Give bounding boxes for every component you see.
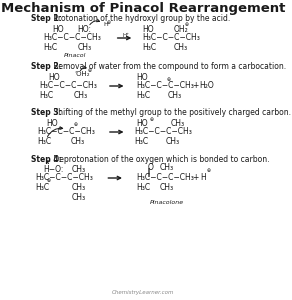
Text: Deprotonation of the oxygen which is bonded to carbon.: Deprotonation of the oxygen which is bon… — [51, 155, 269, 164]
Text: H₃C: H₃C — [137, 91, 151, 100]
Text: H₃C: H₃C — [142, 43, 156, 52]
Text: ⊕: ⊕ — [166, 77, 170, 82]
Text: H₃C−C−C−CH₃: H₃C−C−C−CH₃ — [43, 33, 101, 42]
Text: H₃C: H₃C — [134, 137, 148, 146]
Text: H₃C−C−C−CH₃: H₃C−C−C−CH₃ — [137, 81, 194, 90]
Text: HO: HO — [137, 73, 148, 82]
Text: Protonation of the hydroxyl group by the acid.: Protonation of the hydroxyl group by the… — [51, 14, 230, 23]
Text: H₃C: H₃C — [43, 43, 57, 52]
Text: HO: HO — [53, 25, 64, 34]
Text: +: + — [193, 81, 199, 90]
Text: O: O — [147, 163, 153, 172]
Text: CH₃: CH₃ — [72, 183, 86, 192]
Text: CH₃: CH₃ — [74, 91, 88, 100]
Text: ⊕: ⊕ — [46, 178, 50, 183]
Text: CH₃: CH₃ — [168, 91, 182, 100]
Text: CH₃: CH₃ — [171, 119, 185, 128]
Text: H⁺: H⁺ — [123, 33, 130, 38]
Text: H₃C−C−C−CH₃: H₃C−C−C−CH₃ — [35, 173, 93, 182]
Text: Pinacolone: Pinacolone — [150, 200, 184, 205]
Text: Mechanism of Pinacol Rearrangement: Mechanism of Pinacol Rearrangement — [1, 2, 285, 15]
Text: Step 1:: Step 1: — [31, 14, 61, 23]
Text: CH₃: CH₃ — [72, 193, 86, 202]
Text: HO: HO — [142, 25, 154, 34]
Text: H₃C−C−C−CH₃: H₃C−C−C−CH₃ — [142, 33, 200, 42]
Text: CH₃: CH₃ — [77, 43, 91, 52]
Text: H: H — [103, 22, 108, 27]
Text: +: + — [193, 173, 199, 182]
Text: HO:: HO: — [77, 25, 91, 34]
Text: ⊕: ⊕ — [185, 22, 189, 27]
Text: H−O:: H−O: — [43, 165, 63, 174]
Text: Step 3:: Step 3: — [31, 108, 61, 117]
Text: H: H — [201, 173, 206, 182]
Text: Shifting of the methyl group to the positively charged carbon.: Shifting of the methyl group to the posi… — [51, 108, 291, 117]
Text: CH₃: CH₃ — [72, 165, 86, 174]
Text: H₃C: H₃C — [137, 183, 151, 192]
Text: HO: HO — [137, 119, 148, 128]
Text: ’OH₂: ’OH₂ — [74, 71, 90, 77]
Text: H₃C: H₃C — [35, 183, 49, 192]
Text: CH₃: CH₃ — [71, 137, 85, 146]
Text: CH₃: CH₃ — [160, 163, 174, 172]
Text: CH₃: CH₃ — [160, 183, 174, 192]
Text: H₂O: H₂O — [199, 81, 214, 90]
Text: ChemistryLearner.com: ChemistryLearner.com — [112, 290, 174, 295]
Text: H₃C−C−C−CH₃: H₃C−C−C−CH₃ — [39, 81, 97, 90]
Text: ⊕: ⊕ — [88, 68, 92, 73]
Text: H₃C: H₃C — [39, 91, 53, 100]
Text: ‖: ‖ — [147, 168, 151, 177]
Text: H₃C: H₃C — [37, 137, 51, 146]
Text: ⊕: ⊕ — [207, 168, 211, 173]
Text: ⊕: ⊕ — [150, 117, 154, 122]
Text: H₃C−C−C−CH₃: H₃C−C−C−CH₃ — [134, 127, 192, 136]
Text: OH₂: OH₂ — [173, 25, 188, 34]
Text: ⊕: ⊕ — [74, 122, 78, 127]
Text: H₃C−C−C−CH₃: H₃C−C−C−CH₃ — [137, 173, 194, 182]
Text: HO: HO — [46, 119, 58, 128]
Text: Step 4:: Step 4: — [31, 155, 61, 164]
Text: ⊕: ⊕ — [107, 20, 111, 25]
Text: Pinacol: Pinacol — [64, 53, 86, 58]
Text: HO: HO — [48, 73, 60, 82]
Text: H₃C−C−C−CH₃: H₃C−C−C−CH₃ — [37, 127, 95, 136]
Text: Step 2:: Step 2: — [31, 62, 61, 71]
Text: CH₃: CH₃ — [173, 43, 187, 52]
Text: CH₃: CH₃ — [166, 137, 180, 146]
Text: Removal of water from the compound to form a carbocation.: Removal of water from the compound to fo… — [51, 62, 286, 71]
